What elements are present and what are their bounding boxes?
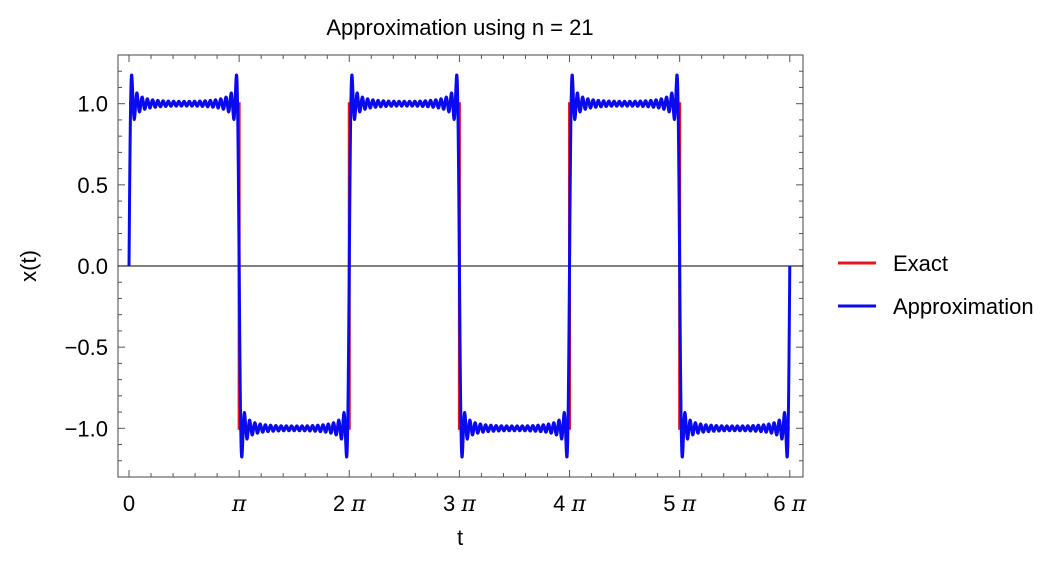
y-tick-label: 0.5 xyxy=(77,173,108,198)
axis-ticks xyxy=(118,55,803,477)
y-axis-title: x(t) xyxy=(16,250,41,282)
x-tick-label: π xyxy=(231,492,247,517)
legend: Exact Approximation xyxy=(838,251,1034,319)
x-tick-label: 5 π xyxy=(663,491,696,517)
x-tick-label: 6 π xyxy=(773,491,806,517)
chart-title: Approximation using n = 21 xyxy=(326,15,593,40)
legend-label-exact: Exact xyxy=(893,251,948,276)
series-line-approximation xyxy=(127,73,792,459)
x-tick-label: 2 π xyxy=(333,491,366,517)
legend-label-approximation: Approximation xyxy=(893,294,1034,319)
x-axis-title: t xyxy=(457,525,463,550)
y-tick-label: 1.0 xyxy=(77,92,108,117)
tick-labels: 0 π 2 π 3 π 4 π 5 π 6 π 1.0 0.5 0.0 −0.5 −1.0 xyxy=(65,92,807,517)
series-group xyxy=(127,73,792,459)
x-tick-label: 3 π xyxy=(443,491,476,517)
x-tick-label: 4 π xyxy=(553,491,586,517)
y-tick-label: 0.0 xyxy=(77,254,108,279)
y-tick-label: −1.0 xyxy=(65,416,108,441)
y-tick-label: −0.5 xyxy=(65,335,108,360)
x-tick-label: 0 xyxy=(123,491,135,516)
